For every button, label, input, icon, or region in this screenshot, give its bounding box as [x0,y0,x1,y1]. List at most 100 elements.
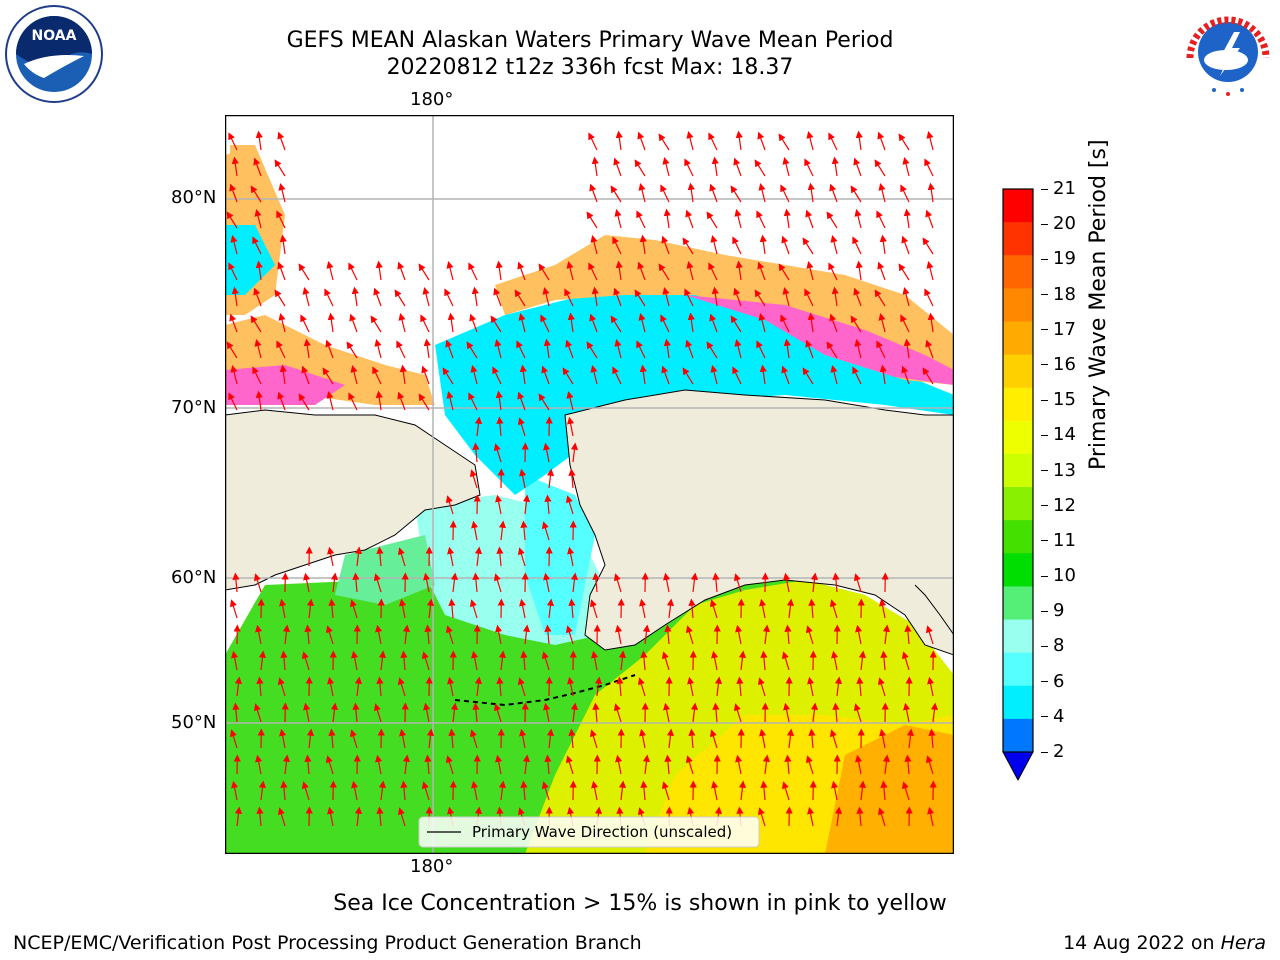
wave-arrow [327,676,335,697]
wave-arrow [854,339,862,359]
wave-arrow [328,728,336,749]
wave-arrow [614,209,622,229]
wave-arrow [877,261,886,281]
wave-arrow [588,262,598,281]
wave-arrow [858,780,867,801]
wave-arrow [855,130,863,151]
wave-arrow [538,393,550,411]
footer-date: 14 Aug 2022 on Hera [1063,932,1266,954]
wave-arrow [328,598,336,619]
wave-arrow [612,366,622,385]
wave-arrow [759,234,767,255]
wave-arrow [778,133,790,151]
wave-arrow [279,728,287,749]
wave-arrow [738,650,747,671]
wave-arrow [594,676,603,697]
wave-arrow [544,754,552,775]
colorbar-tick-label: 2 [1053,741,1065,762]
wave-arrow [303,338,311,359]
wave-arrow [758,183,766,203]
wave-arrow [807,312,815,333]
wave-arrow [638,313,646,333]
wave-arrow [783,572,791,593]
wave-arrow [760,650,768,671]
wave-arrow [351,286,359,307]
wave-arrow [850,185,862,203]
colorbar-block [1003,685,1033,720]
wave-arrow [810,572,819,593]
colorbar-tick-label: 9 [1053,600,1065,622]
wave-arrow [661,651,670,671]
wave-arrow [422,287,430,307]
wave-arrow [472,572,480,593]
wave-arrow [445,339,454,359]
colorbar-tick-label: 11 [1053,529,1076,551]
wave-arrow [448,598,456,619]
wave-arrow [399,728,407,749]
wave-arrow [832,702,840,723]
wave-arrow [685,209,694,229]
wave-arrow [732,236,742,255]
wave-arrow [642,754,651,775]
wave-arrow [758,313,766,333]
wave-arrow [708,262,718,281]
colorbar-tick-label: 14 [1053,424,1076,446]
wave-arrow [348,262,358,281]
wave-arrow [786,728,795,749]
wave-arrow [589,599,598,619]
wave-arrow [588,132,598,151]
wave-arrow [828,262,838,281]
wave-arrow [686,261,694,281]
colorbar-tick-label: 6 [1053,670,1065,692]
wave-arrow [450,572,459,593]
wave-arrow [829,729,838,749]
wave-arrow [781,781,790,801]
wave-arrow [348,392,358,411]
colorbar-tick-label: 17 [1053,318,1076,340]
wave-arrow [735,754,743,775]
wave-arrow [754,159,766,177]
footer-source: NCEP/EMC/Verification Post Processing Pr… [13,932,642,954]
wave-arrow [685,625,694,645]
wave-arrow [232,702,240,723]
wave-arrow [711,156,719,177]
wave-arrow [543,338,551,359]
wave-arrow [898,133,910,151]
wave-arrow [855,260,863,281]
wave-arrow [830,365,838,385]
wave-arrow [543,442,551,463]
wave-arrow [300,314,310,333]
wave-arrow [762,624,771,645]
wave-arrow [540,314,550,333]
wave-arrow [543,572,551,593]
wave-arrow [901,651,910,671]
wave-arrow [541,521,550,541]
wave-arrow [280,650,288,671]
wave-arrow [423,338,431,359]
wave-arrow [445,625,454,645]
wave-arrow [924,158,934,177]
wave-arrow [372,366,382,385]
wave-arrow [762,754,771,775]
wave-arrow [252,366,262,385]
wave-arrow [565,625,574,645]
wave-arrow [250,315,262,333]
wave-arrow [710,365,718,385]
wave-arrow [376,806,384,827]
wave-arrow [709,599,718,619]
wave-arrow [613,157,622,177]
wave-arrow [733,287,742,307]
wave-arrow [639,234,647,255]
wave-arrow [810,702,819,723]
wave-arrow [783,338,791,359]
colorbar-tick-mark [1041,434,1048,436]
wave-arrow [711,650,719,671]
wave-arrow [493,703,502,723]
wave-arrow [519,728,527,749]
wave-arrow [228,262,238,281]
wave-arrow [616,676,624,697]
wave-arrow [397,261,406,281]
wave-arrow [928,728,936,749]
wave-arrow [877,677,886,697]
wave-arrow [902,157,910,177]
